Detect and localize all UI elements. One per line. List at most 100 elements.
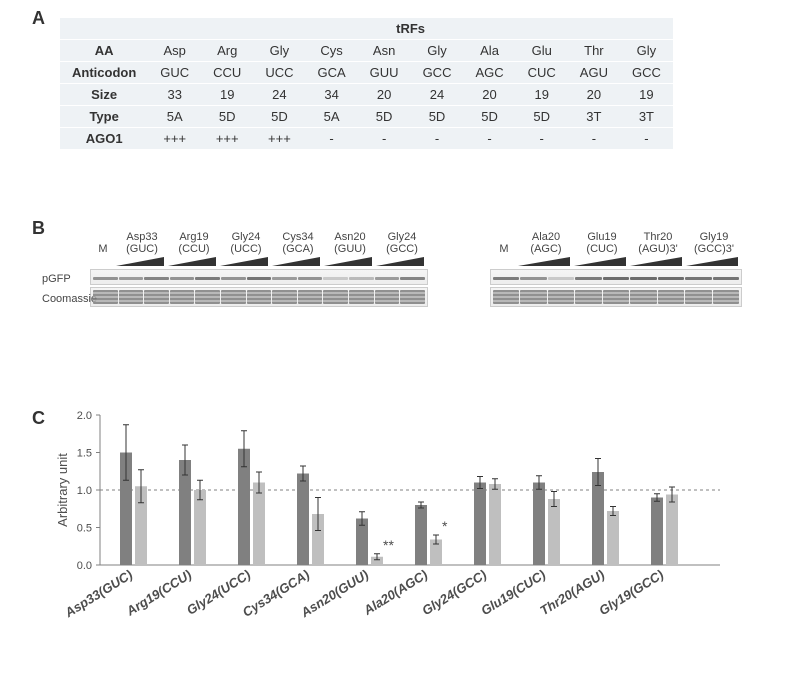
gel-band — [93, 277, 118, 280]
lane-group-label: Arg19(CCU) — [168, 231, 220, 255]
table-cell: - — [306, 128, 358, 150]
gel-band — [298, 290, 323, 304]
gel-left: pGFPCoomassieMAsp33(GUC)Arg19(CCU)Gly24(… — [90, 215, 428, 307]
trfs-header: tRFs — [148, 18, 673, 40]
bar — [666, 495, 678, 566]
table-cell: UCC — [253, 62, 305, 84]
y-axis-label: Arbitrary unit — [55, 453, 70, 527]
row-header: Size — [60, 84, 148, 106]
table-cell: 19 — [620, 84, 673, 106]
x-category-label: Asp33(GUC) — [61, 567, 135, 621]
gel-band — [349, 277, 374, 280]
x-category-label: Glu19(CUC) — [478, 567, 548, 618]
row-header: AA — [60, 40, 148, 62]
table-cell: +++ — [148, 128, 201, 150]
table-cell: Gly — [620, 40, 673, 62]
row-header: Type — [60, 106, 148, 128]
table-cell: - — [620, 128, 673, 150]
table-cell: Cys — [306, 40, 358, 62]
table-cell: Glu — [516, 40, 568, 62]
table-cell: 24 — [411, 84, 464, 106]
wedge-icon — [272, 257, 324, 267]
table-cell: 5A — [148, 106, 201, 128]
sig-mark: * — [442, 518, 448, 534]
gel-band — [272, 290, 297, 304]
coomassie-label: Coomassie — [42, 293, 97, 305]
bar — [415, 505, 427, 565]
gel-row — [90, 287, 428, 307]
gel-band — [658, 277, 684, 280]
table-cell: 20 — [463, 84, 515, 106]
table-cell: Gly — [253, 40, 305, 62]
table-cell: GCA — [306, 62, 358, 84]
lane-group-label: Asn20(GUU) — [324, 231, 376, 255]
table-cell: Arg — [201, 40, 253, 62]
lane-group-label: Glu19(CUC) — [574, 231, 630, 255]
table-cell: 3T — [568, 106, 620, 128]
x-category-label: Gly19(GCC) — [596, 567, 666, 618]
x-category-label: Arg19(CCU) — [123, 567, 194, 619]
lane-group-label: Gly19(GCC)3' — [686, 231, 742, 255]
x-category-label: Thr20(AGU) — [537, 567, 607, 618]
wedge-icon — [686, 257, 742, 267]
gel-band — [247, 290, 272, 304]
gel-band — [630, 290, 656, 304]
table-cell: Asn — [358, 40, 411, 62]
gel-band — [493, 277, 519, 280]
gel-row — [490, 269, 742, 285]
table-cell: 5A — [306, 106, 358, 128]
table-cell: 34 — [306, 84, 358, 106]
gel-band — [323, 290, 348, 304]
table-cell: GCC — [411, 62, 464, 84]
gel-band — [575, 290, 601, 304]
y-tick-label: 0.0 — [77, 560, 92, 572]
wedge-icon — [116, 257, 168, 267]
table-cell: Gly — [411, 40, 464, 62]
gel-band — [349, 290, 374, 304]
gel-band — [400, 290, 425, 304]
table-cell: 19 — [516, 84, 568, 106]
wedge-icon — [574, 257, 630, 267]
gel-band — [493, 290, 519, 304]
table-cell: 3T — [620, 106, 673, 128]
bar-chart: 0.00.51.01.52.0Arbitrary unitAsp33(GUC)A… — [55, 405, 735, 675]
trf-table: tRFsAAAspArgGlyCysAsnGlyAlaGluThrGlyAnti… — [60, 18, 673, 150]
table-cell: 5D — [253, 106, 305, 128]
table-cell: 5D — [358, 106, 411, 128]
table-cell: 5D — [463, 106, 515, 128]
table-cell: 33 — [148, 84, 201, 106]
gel-band — [298, 277, 323, 280]
gel-band — [119, 277, 144, 280]
gel-band — [548, 290, 574, 304]
gel-band — [144, 277, 169, 280]
lane-group-label: Thr20(AGU)3' — [630, 231, 686, 255]
lane-m-label: M — [490, 243, 518, 255]
gel-band — [323, 277, 348, 280]
table-cell: CCU — [201, 62, 253, 84]
row-header: Anticodon — [60, 62, 148, 84]
gel-band — [603, 277, 629, 280]
gel-band — [170, 290, 195, 304]
wedge-icon — [630, 257, 686, 267]
lane-group-label: Cys34(GCA) — [272, 231, 324, 255]
bar-chart-svg: 0.00.51.01.52.0Arbitrary unitAsp33(GUC)A… — [55, 405, 735, 675]
y-tick-label: 1.5 — [77, 448, 92, 460]
table-cell: AGC — [463, 62, 515, 84]
bar — [253, 483, 265, 566]
gel-band — [170, 277, 195, 280]
gel-band — [548, 277, 574, 280]
y-tick-label: 1.0 — [77, 485, 92, 497]
gel-band — [520, 277, 546, 280]
pgfp-label: pGFP — [42, 273, 71, 285]
gel-band — [375, 290, 400, 304]
gel-row — [490, 287, 742, 307]
gel-band — [685, 290, 711, 304]
table-cell: 20 — [568, 84, 620, 106]
bar — [607, 511, 619, 565]
panel-label-a: A — [32, 8, 45, 29]
gel-band — [195, 290, 220, 304]
bar — [651, 498, 663, 566]
table-cell: - — [516, 128, 568, 150]
table-cell: Asp — [148, 40, 201, 62]
wedge-icon — [376, 257, 428, 267]
